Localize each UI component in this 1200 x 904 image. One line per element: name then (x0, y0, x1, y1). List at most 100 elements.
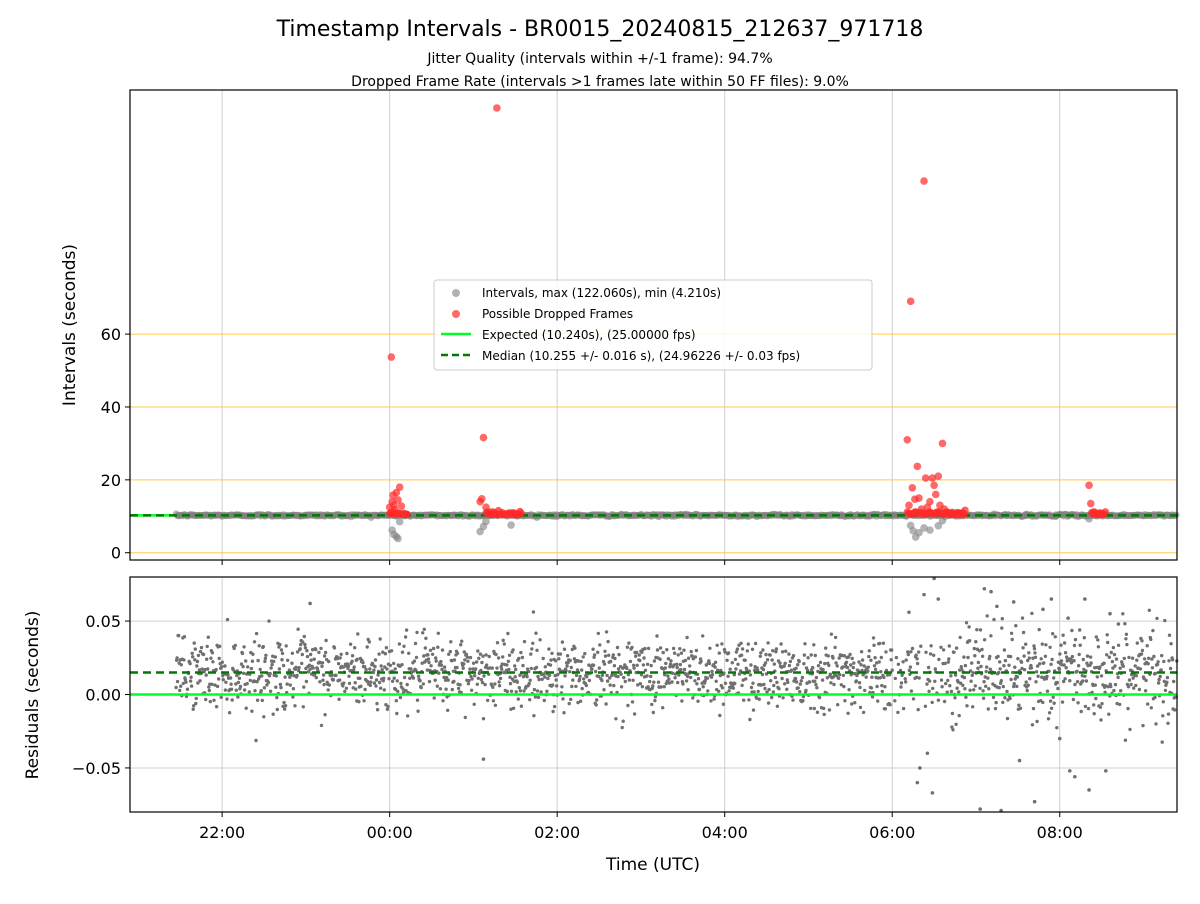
residual-point (1111, 645, 1116, 650)
residual-point (240, 651, 245, 656)
dropped-frame-point (903, 435, 912, 444)
residual-point (873, 667, 878, 672)
residual-point (652, 659, 657, 663)
residual-point (727, 689, 731, 693)
intervals-outlier-point (926, 526, 934, 534)
residual-point (1082, 636, 1087, 640)
intervals-outlier-point (395, 517, 404, 526)
residual-point (679, 651, 684, 655)
residual-point (699, 659, 703, 663)
residual-point (527, 681, 531, 686)
residual-point (841, 665, 845, 669)
residual-point (741, 678, 745, 682)
residual-point (777, 687, 781, 691)
residual-point (959, 681, 963, 685)
residual-point (201, 652, 206, 657)
residual-point (1045, 689, 1050, 693)
dropped-frame-point (477, 494, 486, 503)
residual-point (516, 697, 520, 701)
residual-point (763, 661, 768, 665)
residual-point (1167, 633, 1172, 637)
residual-point (1106, 685, 1110, 689)
residual-point (973, 684, 977, 688)
residual-point (406, 714, 410, 718)
residual-point (958, 635, 962, 640)
residual-point (928, 652, 933, 656)
residual-point (947, 657, 951, 661)
residual-point (392, 676, 396, 680)
residual-point (394, 699, 398, 703)
residual-point (295, 673, 299, 678)
residual-outlier-point (481, 757, 486, 761)
residual-point (1116, 675, 1120, 680)
residual-point (883, 685, 887, 689)
residual-point (295, 650, 300, 654)
residual-point (472, 702, 476, 706)
residual-point (496, 656, 501, 660)
residual-point (791, 698, 795, 702)
residual-point (382, 676, 386, 680)
residual-point (837, 656, 841, 660)
residual-point (781, 696, 785, 700)
residual-point (1160, 740, 1164, 744)
residual-outlier-point (1108, 611, 1112, 616)
residual-point (751, 708, 756, 712)
residual-point (550, 651, 554, 655)
residual-point (876, 699, 880, 703)
residual-point (495, 666, 499, 670)
residual-point (627, 641, 631, 645)
residual-point (1129, 682, 1133, 687)
residual-point (303, 642, 307, 647)
residual-point (917, 650, 921, 654)
residual-point (286, 658, 290, 662)
residual-point (1088, 655, 1093, 659)
residual-point (962, 655, 966, 659)
residual-point (890, 668, 894, 672)
residual-point (770, 658, 774, 662)
residual-point (301, 705, 305, 709)
residual-point (844, 660, 849, 664)
residual-point (841, 673, 846, 678)
residual-point (450, 659, 454, 663)
residual-point (630, 645, 634, 650)
residual-point (242, 645, 246, 649)
residual-point (653, 695, 658, 699)
residual-point (1163, 688, 1168, 693)
residual-point (1038, 662, 1042, 666)
residual-point (191, 707, 195, 711)
residual-point (225, 617, 230, 622)
residual-point (1035, 719, 1039, 724)
residual-point (260, 698, 264, 703)
residual-point (279, 648, 284, 652)
residual-point (192, 641, 196, 645)
residual-point (1099, 718, 1103, 722)
residual-point (969, 679, 973, 683)
residual-point (658, 646, 663, 650)
residual-point (600, 678, 604, 683)
residual-point (495, 641, 500, 645)
residual-point (896, 710, 900, 715)
residual-point (703, 679, 707, 683)
residual-point (823, 661, 827, 666)
residual-point (301, 640, 305, 644)
residual-point (230, 698, 234, 702)
residual-point (925, 682, 929, 686)
residual-point (482, 674, 486, 678)
residual-point (596, 631, 600, 636)
residual-point (598, 643, 602, 647)
residual-point (740, 683, 744, 688)
residual-point (367, 640, 371, 644)
residual-outlier-point (1011, 600, 1016, 604)
residual-point (745, 649, 749, 653)
residual-point (611, 653, 615, 657)
residual-point (405, 682, 409, 687)
residual-point (446, 708, 450, 712)
residual-outlier-point (936, 597, 941, 601)
residual-point (241, 664, 245, 669)
residual-point (780, 676, 784, 681)
residual-point (968, 688, 972, 692)
residual-point (535, 689, 540, 693)
residual-point (1146, 702, 1150, 706)
residual-point (1021, 646, 1025, 650)
residual-point (985, 614, 989, 618)
